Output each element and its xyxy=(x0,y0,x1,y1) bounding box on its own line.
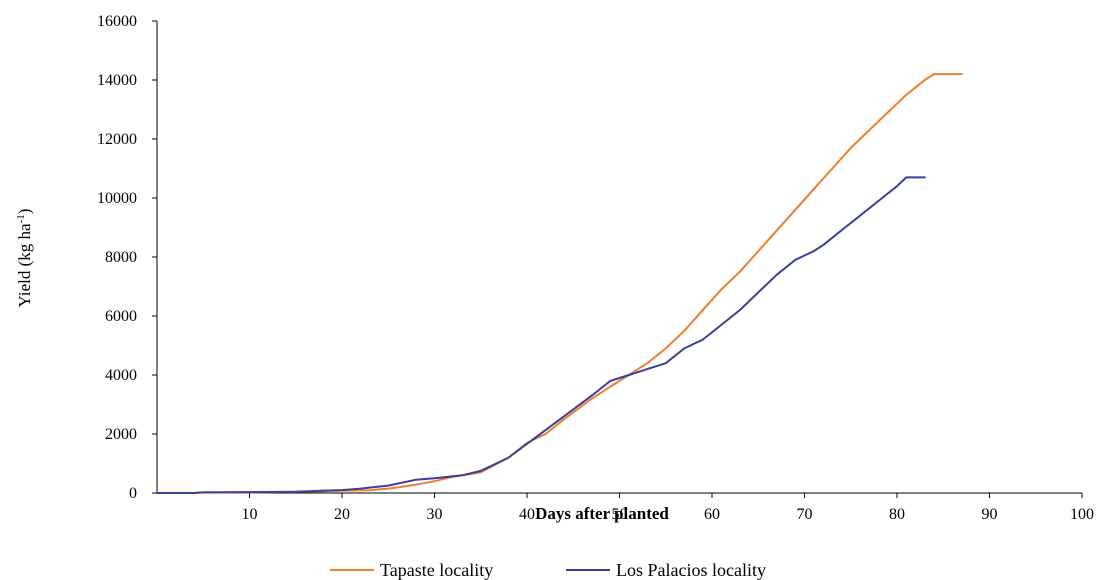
x-tick-label: 70 xyxy=(797,506,813,523)
axis-tick-marks xyxy=(152,20,1083,498)
y-tick-label: 0 xyxy=(129,485,137,502)
y-tick-label: 2000 xyxy=(105,426,137,443)
x-tick-label: 10 xyxy=(242,506,258,523)
x-tick-label: 60 xyxy=(704,506,720,523)
y-tick-label: 16000 xyxy=(97,13,137,30)
x-tick-label: 80 xyxy=(889,506,905,523)
x-tick-label: 100 xyxy=(1070,506,1094,523)
y-axis-tick-labels: 0 2000 4000 6000 8000 10000 12000 14000 16000 xyxy=(97,13,137,502)
legend-label-tapaste: Tapaste locality xyxy=(380,560,493,580)
x-tick-label: 30 xyxy=(427,506,443,523)
legend: Tapaste locality Los Palacios locality xyxy=(330,560,766,580)
y-tick-label: 10000 xyxy=(97,190,137,207)
x-axis-tick-labels: 10 20 30 40 50 60 70 80 90 100 xyxy=(242,506,1095,523)
series-lines xyxy=(156,73,963,494)
y-tick-label: 14000 xyxy=(97,72,137,89)
y-tick-label: 6000 xyxy=(105,308,137,325)
x-tick-label: 40 xyxy=(519,506,535,523)
series-line-los-palacios-locality xyxy=(156,176,926,494)
x-axis-title: Days after planted xyxy=(535,504,669,523)
series-line-tapaste-locality xyxy=(156,73,963,494)
y-tick-label: 4000 xyxy=(105,367,137,384)
legend-label-los-palacios: Los Palacios locality xyxy=(616,560,766,580)
y-tick-label: 8000 xyxy=(105,249,137,266)
x-tick-label: 20 xyxy=(334,506,350,523)
x-tick-label: 90 xyxy=(982,506,998,523)
y-tick-label: 12000 xyxy=(97,131,137,148)
x-tick-label: 50 xyxy=(612,506,628,523)
y-axis-title: Yield (kg ha-1) xyxy=(15,209,34,308)
